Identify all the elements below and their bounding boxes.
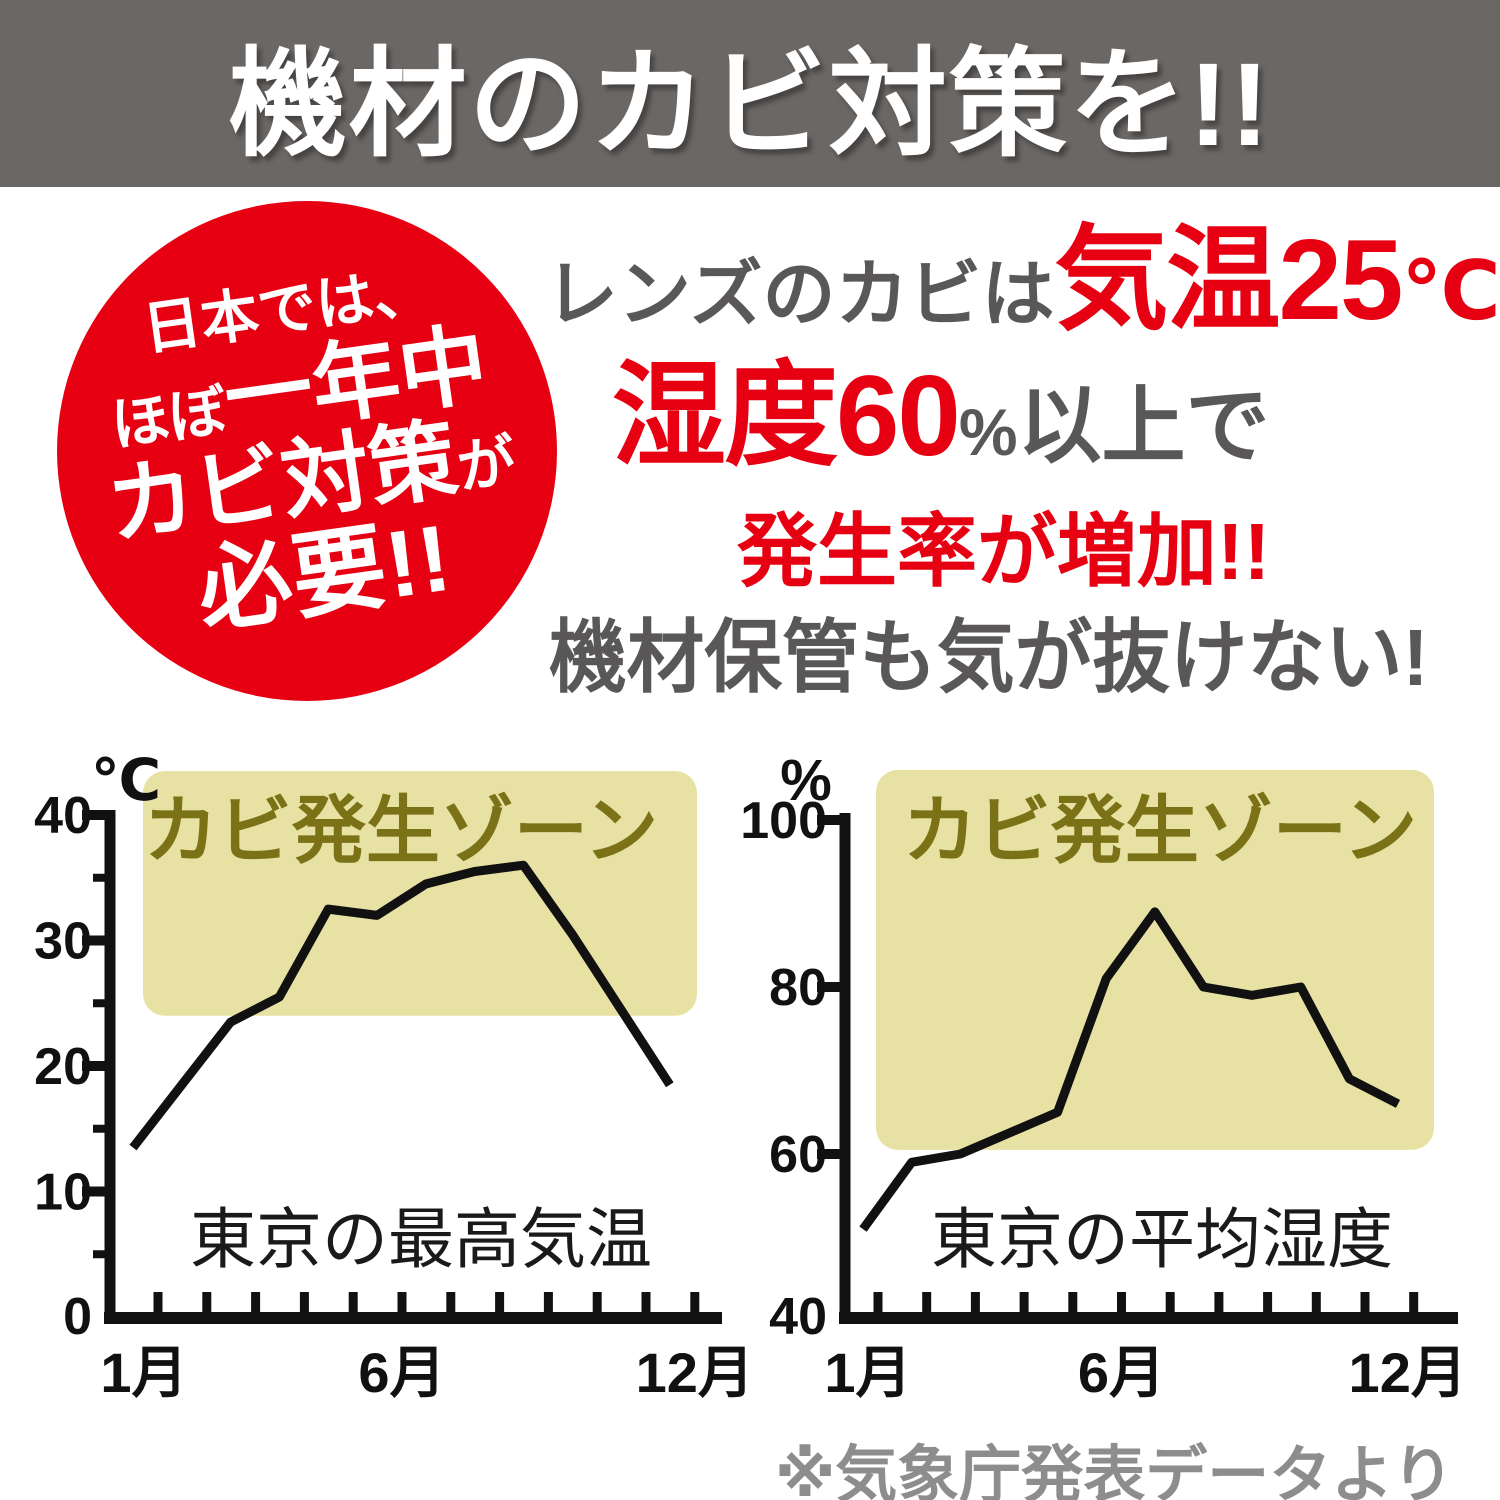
lead-line-3: 発生率が増加!! bbox=[737, 507, 1271, 596]
temp-month-label: 12月 bbox=[636, 1341, 754, 1404]
temp-mold-zone-band bbox=[143, 771, 697, 1016]
humidity-mold-zone-band bbox=[876, 769, 1434, 1150]
temp-y-base-label: 0 bbox=[63, 1288, 92, 1346]
lead-line-2: 湿度60%以上で bbox=[612, 360, 1270, 474]
humidity-y-tick-label: 60 bbox=[769, 1126, 827, 1184]
temp-unit-label: ℃ bbox=[91, 748, 161, 813]
lead-line-1-gray: レンズのカビは bbox=[545, 254, 1055, 335]
temp-caption: 東京の最高気温 bbox=[190, 1202, 652, 1276]
temp-month-label: 1月 bbox=[100, 1341, 187, 1404]
temp-y-tick-label: 40 bbox=[34, 787, 92, 845]
temp-chart: カビ発生ゾーン 40 30 20 10 0 ℃ 1月 6月 12月 東京の最高気温 bbox=[34, 748, 754, 1404]
lead-line-2-gray: 以上で bbox=[1017, 379, 1270, 473]
humidity-month-label: 1月 bbox=[824, 1341, 911, 1404]
humidity-month-label: 6月 bbox=[1078, 1341, 1165, 1404]
humidity-unit-label: % bbox=[780, 748, 832, 813]
humidity-y-base-label: 40 bbox=[769, 1288, 827, 1346]
temp-y-tick-label: 10 bbox=[34, 1164, 92, 1222]
page-title: 機材のカビ対策を!! bbox=[228, 39, 1272, 171]
humidity-month-label: 12月 bbox=[1349, 1341, 1467, 1404]
lead-line-2-percent: % bbox=[958, 395, 1018, 469]
humidity-chart: カビ発生ゾーン 100 80 60 40% 1月 6月 12月 東京の平均湿度 bbox=[740, 748, 1467, 1404]
lead-line-1: レンズのカビは気温25℃ bbox=[545, 224, 1500, 338]
lead-line-2-red: 湿度60 bbox=[612, 353, 961, 480]
red-circle-badge: 日本では、 ほぼ一年中 カビ対策が 必要!! bbox=[57, 201, 557, 701]
lead-line-1-unit: ℃ bbox=[1401, 246, 1500, 337]
lead-line-1-red: 気温25 bbox=[1054, 217, 1404, 344]
temp-mold-zone-label: カビ発生ゾーン bbox=[144, 789, 658, 872]
humidity-y-tick-label: 100 bbox=[740, 792, 827, 850]
humidity-y-tick-label: 80 bbox=[769, 959, 827, 1017]
temp-data-line bbox=[129, 860, 674, 1151]
lead-line-4: 機材保管も気が抜けない! bbox=[549, 613, 1429, 702]
temp-y-tick-label: 20 bbox=[34, 1038, 92, 1096]
temp-month-label: 6月 bbox=[358, 1341, 445, 1404]
data-source-note: ※気象庁発表データより bbox=[774, 1441, 1454, 1500]
humidity-mold-zone-label: カビ発生ゾーン bbox=[903, 789, 1417, 872]
humidity-caption: 東京の平均湿度 bbox=[931, 1202, 1393, 1276]
temp-y-tick-label: 30 bbox=[34, 913, 92, 971]
header-banner: 機材のカビ対策を!! bbox=[0, 0, 1500, 187]
humidity-data-line bbox=[859, 907, 1401, 1232]
